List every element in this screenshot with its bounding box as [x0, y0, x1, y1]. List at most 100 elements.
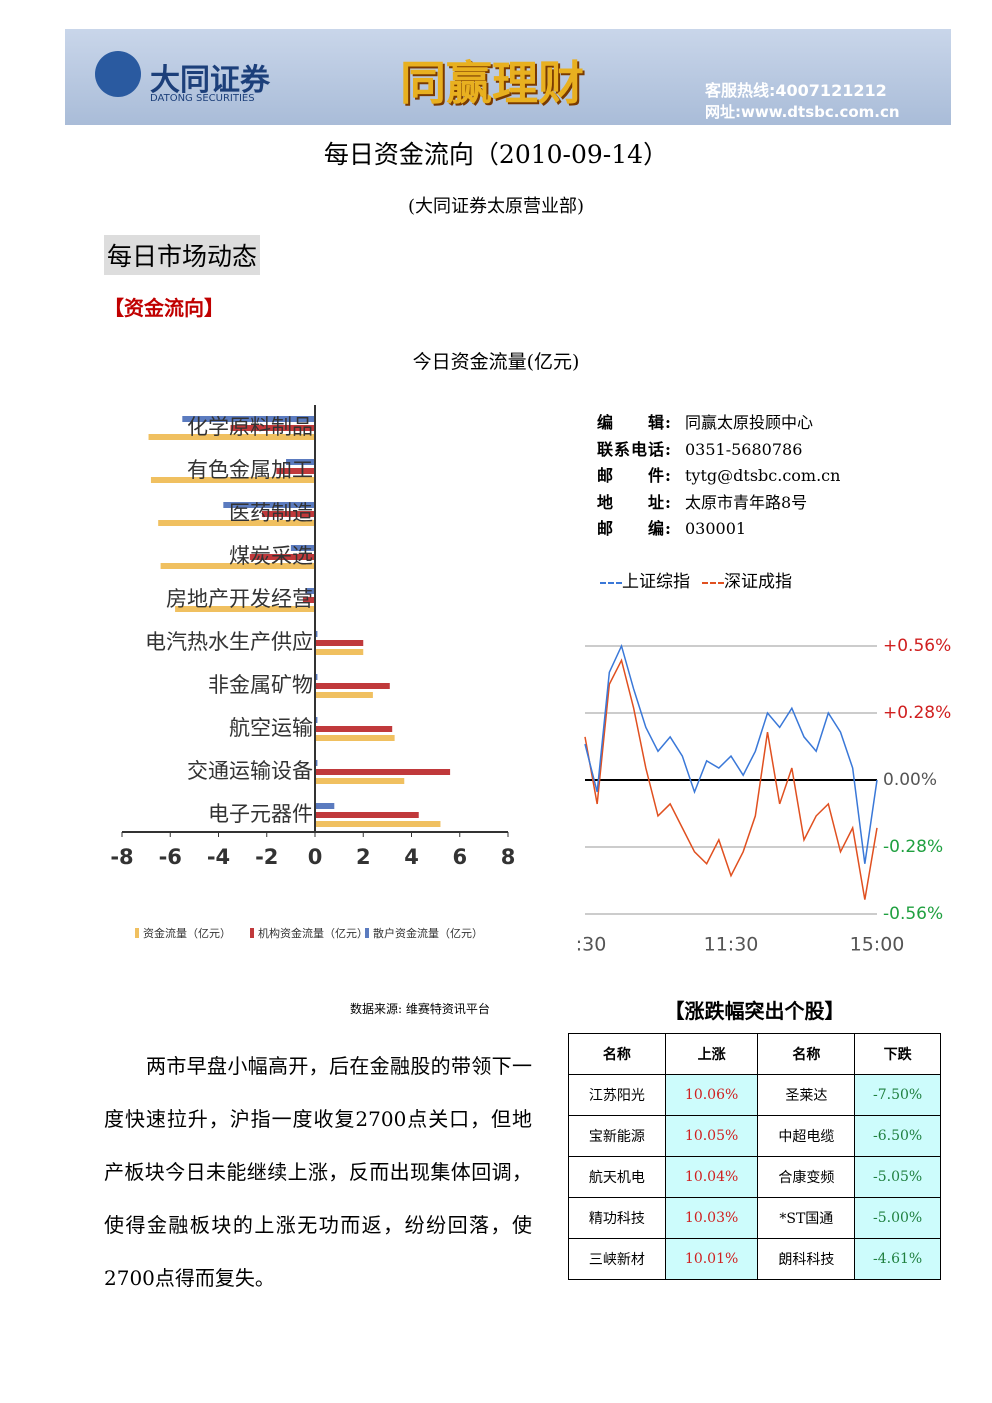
bar: [315, 778, 405, 784]
category-label: 房地产开发经营: [166, 587, 313, 611]
category-label: 电子元器件: [208, 802, 313, 826]
x-tick-label: 11:30: [704, 934, 759, 956]
contact-label: 编 辑:: [597, 413, 672, 432]
table-cell: 10.05%: [664, 1115, 759, 1157]
table-cell: *ST国通: [757, 1197, 856, 1239]
title: 每日资金流向（2010-09-14）: [323, 140, 669, 169]
table-cell: -5.05%: [854, 1156, 941, 1198]
bar: [148, 434, 315, 440]
bar: [286, 459, 315, 465]
table-cell: 10.01%: [664, 1238, 759, 1280]
contact-row: 联系电话: 0351-5680786: [597, 437, 840, 464]
bar: [160, 563, 315, 569]
bar: [302, 597, 315, 603]
line-series: [584, 658, 878, 900]
table-header-row: 名称 上涨 名称 下跌: [568, 1033, 941, 1075]
table-header: 名称: [568, 1033, 666, 1075]
table-header: 名称: [757, 1033, 856, 1075]
table-header: 下跌: [854, 1033, 941, 1075]
x-tick-label: 4: [404, 845, 419, 869]
logo-cn: 大同证券: [150, 63, 270, 98]
x-tick-label: 9:30: [575, 934, 606, 956]
category-label: 电汽热水生产供应: [145, 630, 313, 654]
table-title: 【涨跌幅突出个股】: [664, 999, 845, 1023]
contact-row: 邮 编: 030001: [597, 516, 840, 543]
table-cell: 圣莱达: [757, 1074, 856, 1116]
bar-chart: 化学原料制品有色金属加工医药制造煤炭采选房地产开发经营电汽热水生产供应非金属矿物…: [110, 405, 516, 940]
legend-label: 散户资金流量（亿元）: [373, 926, 483, 940]
category-label: 非金属矿物: [208, 673, 313, 697]
line-chart: +0.56% +0.28% 0.00% -0.28% -0.56% 9:30 11:30 15…: [575, 636, 951, 956]
table-cell: -5.00%: [854, 1197, 941, 1239]
x-tick-label: -4: [207, 845, 230, 869]
contact-row: 邮 件: tytg@dtsbc.com.cn: [597, 463, 840, 490]
bar: [158, 520, 315, 526]
category-label: 航空运输: [229, 716, 313, 740]
bar: [315, 717, 318, 723]
y-tick-label: -0.28%: [883, 837, 943, 857]
table-cell: -4.61%: [854, 1238, 941, 1280]
hotline: 客服热线:4007121212: [705, 81, 887, 100]
bar: [230, 425, 315, 431]
category-label: 交通运输设备: [187, 759, 313, 783]
contact-value: 太原市青年路8号: [685, 492, 808, 512]
contact-row: 编 辑: 同赢太原投顾中心: [597, 410, 840, 437]
legend-label: 资金流量（亿元）: [143, 926, 231, 940]
bar: [315, 735, 395, 741]
bar: [315, 769, 451, 775]
table-cell: 江苏阳光: [568, 1074, 666, 1116]
contact-value: 030001: [685, 519, 747, 538]
bar: [315, 683, 390, 689]
line-legend: 上证综指 深证成指: [600, 567, 792, 592]
contact-label: 联系电话:: [597, 439, 672, 459]
section-heading: 每日市场动态: [104, 235, 261, 275]
slogan: 同赢理财: [400, 56, 584, 110]
x-tick-label: 6: [452, 845, 467, 869]
bar: [175, 606, 315, 612]
table-cell: 合康变频: [757, 1156, 856, 1198]
legend-label: 上证综指: [622, 572, 690, 592]
legend-dash: [600, 581, 622, 584]
y-tick-label: +0.28%: [883, 703, 951, 723]
legend-swatch: [250, 928, 254, 938]
table-cell: 10.03%: [664, 1197, 759, 1239]
y-tick-label: -0.56%: [883, 904, 943, 924]
bar: [305, 588, 315, 594]
contact-row: 地 址: 太原市青年路8号: [597, 490, 840, 517]
table-header: 上涨: [664, 1033, 759, 1075]
subtitle: (大同证券太原营业部): [407, 196, 585, 217]
table-cell: 10.04%: [664, 1156, 759, 1198]
x-tick-label: 2: [356, 845, 371, 869]
y-tick-label: 0.00%: [883, 770, 937, 790]
bar: [315, 821, 441, 827]
legend-label: 深证成指: [724, 572, 792, 592]
category-label: 有色金属加工: [187, 458, 313, 482]
legend-swatch: [365, 928, 369, 938]
banner: 大同证券 DATONG SECURITIES 同赢理财 客服热线:4007121…: [65, 29, 951, 125]
bar: [249, 554, 315, 560]
y-tick-label: +0.56%: [883, 636, 951, 656]
table-row: 江苏阳光 10.06% 圣莱达 -7.50%: [568, 1074, 941, 1116]
x-tick-label: 15:00: [850, 934, 905, 956]
bar: [315, 760, 318, 766]
x-tick-label: 0: [308, 845, 323, 869]
contact-value: tytg@dtsbc.com.cn: [685, 466, 841, 485]
bar: [315, 692, 373, 698]
x-tick-label: -2: [255, 845, 278, 869]
table-cell: 朗科科技: [757, 1238, 856, 1280]
logo-en: DATONG SECURITIES: [150, 93, 255, 104]
x-tick-label: 8: [501, 845, 516, 869]
bar: [315, 649, 364, 655]
table-row: 航天机电 10.04% 合康变频 -5.05%: [568, 1156, 941, 1198]
table-cell: 10.06%: [664, 1074, 759, 1116]
bar: [315, 674, 318, 680]
bar: [315, 726, 393, 732]
table: 名称 上涨 名称 下跌 江苏阳光 10.06% 圣莱达 -7.50% 宝新能源 10.05% 中超电…: [568, 1033, 941, 1280]
bar: [261, 511, 315, 517]
table-row: 精功科技 10.03% *ST国通 -5.00%: [568, 1197, 941, 1239]
table-cell: -7.50%: [854, 1074, 941, 1116]
table-cell: 三峡新材: [568, 1238, 666, 1280]
bar: [182, 416, 315, 422]
x-tick-label: -6: [159, 845, 182, 869]
source: 数据来源: 维赛特资讯平台: [350, 1002, 490, 1016]
